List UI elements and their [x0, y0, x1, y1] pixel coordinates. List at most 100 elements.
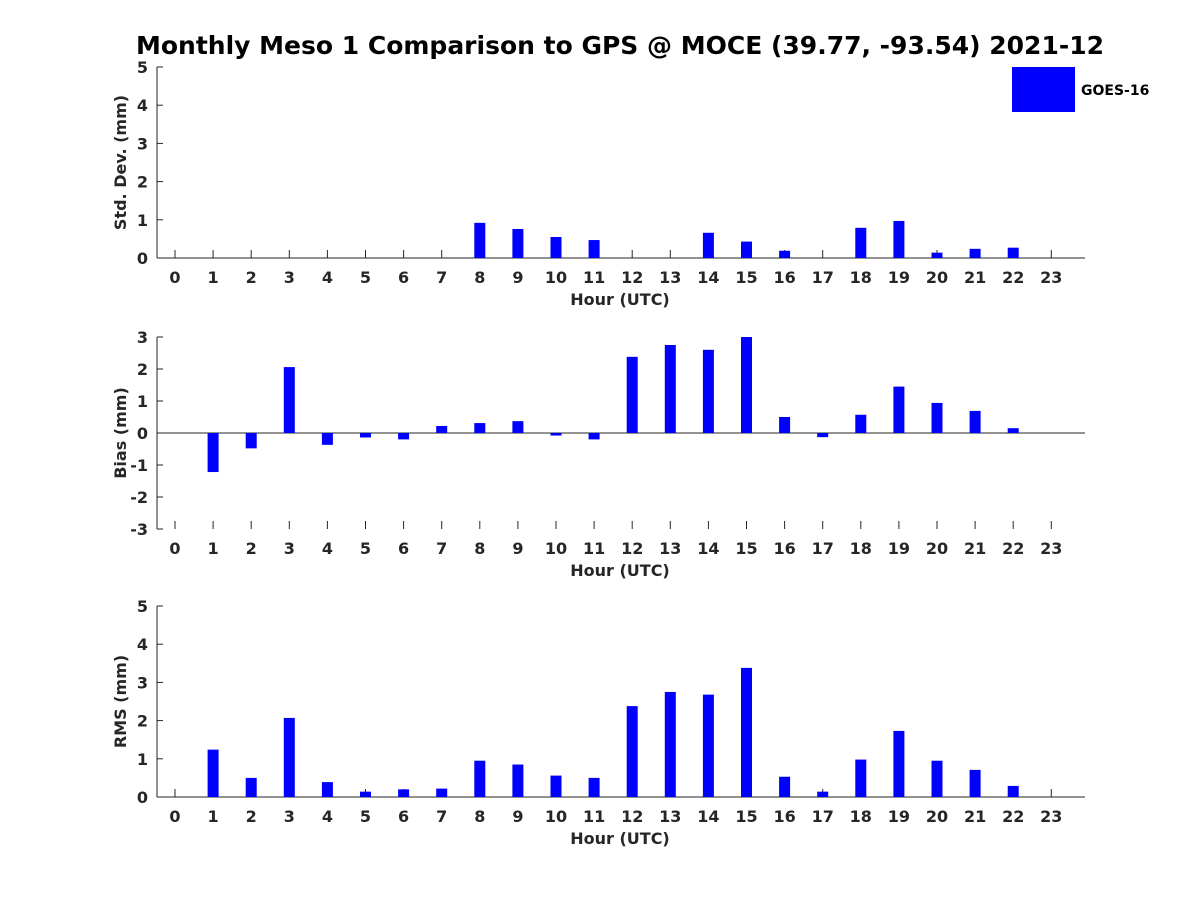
x-tick-label: 23	[1040, 268, 1062, 287]
y-tick-label: 4	[137, 96, 148, 115]
bar-bias-hour-9	[512, 421, 524, 433]
y-tick-label: 4	[137, 635, 148, 654]
bar-std-dev-hour-16	[779, 250, 791, 258]
bar-bias-hour-6	[398, 433, 410, 440]
x-tick-label: 1	[208, 268, 219, 287]
x-tick-label: 19	[888, 539, 910, 558]
x-tick-label: 8	[474, 539, 485, 558]
x-tick-label: 21	[964, 539, 986, 558]
x-tick-label: 23	[1040, 539, 1062, 558]
y-tick-label: -3	[130, 520, 148, 539]
bar-bias-hour-4	[321, 433, 333, 445]
bar-rms-hour-20	[931, 760, 943, 797]
x-tick-label: 11	[583, 807, 605, 826]
bar-bias-hour-8	[474, 423, 486, 433]
x-tick-label: 12	[621, 268, 643, 287]
y-tick-label: 3	[137, 134, 148, 153]
bar-bias-hour-12	[626, 356, 638, 433]
x-tick-label: 2	[246, 268, 257, 287]
bar-std-dev-hour-8	[474, 222, 486, 258]
x-tick-label: 11	[583, 539, 605, 558]
x-tick-label: 21	[964, 268, 986, 287]
y-tick-label: 3	[137, 328, 148, 347]
bar-bias-hour-20	[931, 402, 943, 433]
bar-std-dev-hour-10	[550, 236, 562, 258]
bar-rms-hour-15	[741, 667, 752, 797]
x-tick-label: 4	[322, 268, 333, 287]
x-tick-label: 9	[512, 807, 523, 826]
bar-bias-hour-5	[360, 433, 371, 438]
x-tick-label: 1	[208, 539, 219, 558]
x-tick-label: 12	[621, 807, 643, 826]
x-tick-label: 7	[436, 807, 447, 826]
x-axis-label: Hour (UTC)	[570, 290, 670, 309]
x-tick-label: 15	[735, 539, 757, 558]
bar-std-dev-hour-21	[969, 248, 981, 258]
x-tick-label: 11	[583, 268, 605, 287]
y-tick-label: 5	[137, 597, 148, 616]
x-tick-label: 17	[812, 539, 834, 558]
x-tick-label: 0	[169, 268, 180, 287]
x-tick-label: 22	[1002, 268, 1024, 287]
x-tick-label: 4	[322, 807, 333, 826]
bar-bias-hour-13	[664, 345, 676, 433]
x-tick-label: 16	[773, 807, 795, 826]
x-tick-label: 14	[697, 268, 719, 287]
y-tick-label: 1	[137, 211, 148, 230]
x-tick-label: 14	[697, 807, 719, 826]
bar-rms-hour-11	[588, 777, 600, 797]
x-tick-label: 5	[360, 539, 371, 558]
x-tick-label: 5	[360, 268, 371, 287]
bar-std-dev-hour-15	[741, 241, 752, 258]
bar-std-dev-hour-20	[931, 252, 943, 258]
bar-bias-hour-3	[283, 367, 295, 433]
x-tick-label: 3	[284, 268, 295, 287]
bar-rms-hour-22	[1007, 785, 1019, 797]
bar-rms-hour-8	[474, 760, 486, 797]
bar-bias-hour-18	[855, 414, 867, 433]
x-tick-label: 9	[512, 539, 523, 558]
bar-rms-hour-3	[283, 717, 295, 797]
x-tick-label: 13	[659, 807, 681, 826]
x-tick-label: 22	[1002, 807, 1024, 826]
x-tick-label: 14	[697, 539, 719, 558]
y-tick-label: 5	[137, 58, 148, 77]
y-tick-label: 1	[137, 392, 148, 411]
x-tick-label: 8	[474, 268, 485, 287]
bar-rms-hour-13	[664, 691, 676, 797]
x-tick-label: 13	[659, 268, 681, 287]
x-tick-label: 17	[812, 807, 834, 826]
x-axis-label: Hour (UTC)	[570, 829, 670, 848]
x-tick-label: 18	[850, 268, 872, 287]
x-tick-label: 16	[773, 268, 795, 287]
bar-rms-hour-4	[321, 782, 333, 797]
bar-rms-hour-21	[969, 769, 981, 797]
chart-title: Monthly Meso 1 Comparison to GPS @ MOCE …	[136, 31, 1104, 60]
legend-label: GOES-16	[1081, 83, 1149, 99]
bar-bias-hour-1	[207, 433, 219, 473]
y-tick-label: 0	[137, 249, 148, 268]
bar-rms-hour-5	[360, 791, 371, 797]
y-tick-label: 1	[137, 750, 148, 769]
y-tick-label: 2	[137, 360, 148, 379]
bar-rms-hour-2	[245, 777, 257, 797]
bar-bias-hour-15	[741, 337, 752, 433]
x-tick-label: 22	[1002, 539, 1024, 558]
bar-rms-hour-12	[626, 706, 638, 797]
bar-bias-hour-16	[779, 417, 791, 433]
bar-bias-hour-11	[588, 433, 600, 440]
x-tick-label: 10	[545, 268, 567, 287]
y-tick-label: 2	[137, 173, 148, 192]
bar-std-dev-hour-14	[702, 232, 714, 258]
x-tick-label: 20	[926, 539, 948, 558]
bar-rms-hour-9	[512, 764, 524, 797]
x-tick-label: 15	[735, 807, 757, 826]
x-tick-label: 0	[169, 539, 180, 558]
bar-bias-hour-2	[245, 433, 257, 449]
x-tick-label: 18	[850, 539, 872, 558]
x-tick-label: 3	[284, 539, 295, 558]
